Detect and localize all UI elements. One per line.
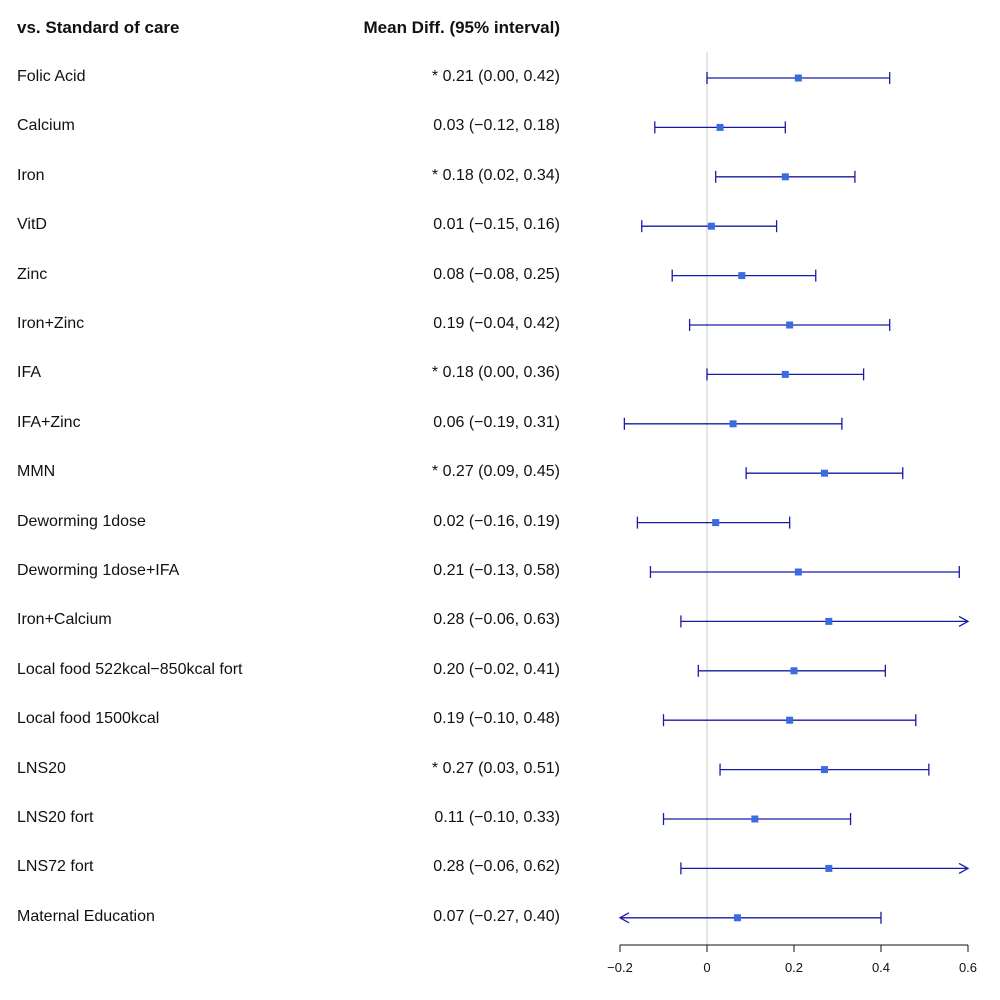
row-label: Local food 1500kcal: [17, 710, 160, 728]
x-tick-label: 0.6: [959, 960, 977, 975]
row-value: 0.21 (−0.13, 0.58): [433, 562, 560, 579]
row-value: 0.19 (−0.04, 0.42): [433, 315, 560, 332]
point-estimate: [820, 766, 828, 774]
row-value: 0.28 (−0.06, 0.63): [433, 611, 560, 629]
point-estimate: [781, 370, 789, 378]
row-value: * 0.18 (0.02, 0.34): [431, 166, 560, 184]
row-label: LNS20 fort: [17, 809, 94, 826]
row-label: IFA: [17, 364, 42, 382]
point-estimate: [751, 815, 759, 823]
row-label: LNS20: [17, 759, 66, 777]
point-estimate: [712, 519, 720, 527]
row-label: Iron+Zinc: [17, 315, 85, 332]
point-estimate: [794, 568, 802, 576]
row-label: IFA+Zinc: [17, 413, 81, 431]
point-estimate: [790, 667, 798, 675]
row-label: Zinc: [17, 265, 48, 283]
row-value: 0.19 (−0.10, 0.48): [433, 710, 560, 728]
point-estimate: [729, 420, 737, 428]
row-label: Maternal Education: [17, 907, 155, 925]
row-value: * 0.21 (0.00, 0.42): [431, 68, 560, 85]
row-label: Calcium: [17, 117, 75, 135]
point-estimate: [786, 716, 794, 724]
row-label: LNS72 fort: [17, 858, 94, 876]
row-label: MMN: [17, 463, 56, 481]
row-value: 0.07 (−0.27, 0.40): [433, 907, 560, 925]
row-value: 0.20 (−0.02, 0.41): [433, 660, 560, 678]
row-label: Iron+Calcium: [17, 611, 112, 629]
row-value: 0.01 (−0.15, 0.16): [433, 216, 560, 234]
row-label: Folic Acid: [17, 68, 86, 85]
row-value: 0.03 (−0.12, 0.18): [433, 117, 560, 135]
row-value: 0.08 (−0.08, 0.25): [433, 265, 560, 283]
row-value: 0.02 (−0.16, 0.19): [433, 512, 560, 530]
x-tick-label: 0.2: [785, 960, 803, 975]
point-estimate: [738, 272, 746, 280]
row-label: Deworming 1dose+IFA: [17, 562, 180, 579]
point-estimate: [820, 469, 828, 477]
label-column-header: vs. Standard of care: [17, 18, 180, 37]
x-tick-label: 0: [703, 960, 710, 975]
row-label: Local food 522kcal−850kcal fort: [17, 660, 243, 678]
point-estimate: [716, 123, 724, 131]
value-column-header: Mean Diff. (95% interval): [363, 18, 561, 37]
point-estimate: [786, 321, 794, 329]
ci-arrow-left: [618, 912, 630, 924]
row-value: 0.06 (−0.19, 0.31): [433, 413, 560, 431]
row-label: Deworming 1dose: [17, 512, 146, 530]
point-estimate: [794, 74, 802, 82]
row-label: VitD: [17, 216, 47, 234]
point-estimate: [733, 914, 741, 922]
point-estimate: [781, 173, 789, 181]
x-tick-label: 0.4: [872, 960, 890, 975]
row-label: Iron: [17, 166, 45, 184]
row-value: * 0.27 (0.03, 0.51): [431, 759, 560, 777]
row-value: * 0.18 (0.00, 0.36): [431, 364, 560, 382]
row-value: 0.28 (−0.06, 0.62): [433, 858, 560, 876]
row-value: * 0.27 (0.09, 0.45): [431, 463, 560, 481]
point-estimate: [825, 864, 833, 872]
point-estimate: [707, 222, 715, 230]
ci-arrow-right: [958, 615, 970, 627]
ci-arrow-right: [958, 862, 970, 874]
row-value: 0.11 (−0.10, 0.33): [434, 809, 560, 826]
point-estimate: [825, 617, 833, 625]
x-tick-label: −0.2: [607, 960, 633, 975]
